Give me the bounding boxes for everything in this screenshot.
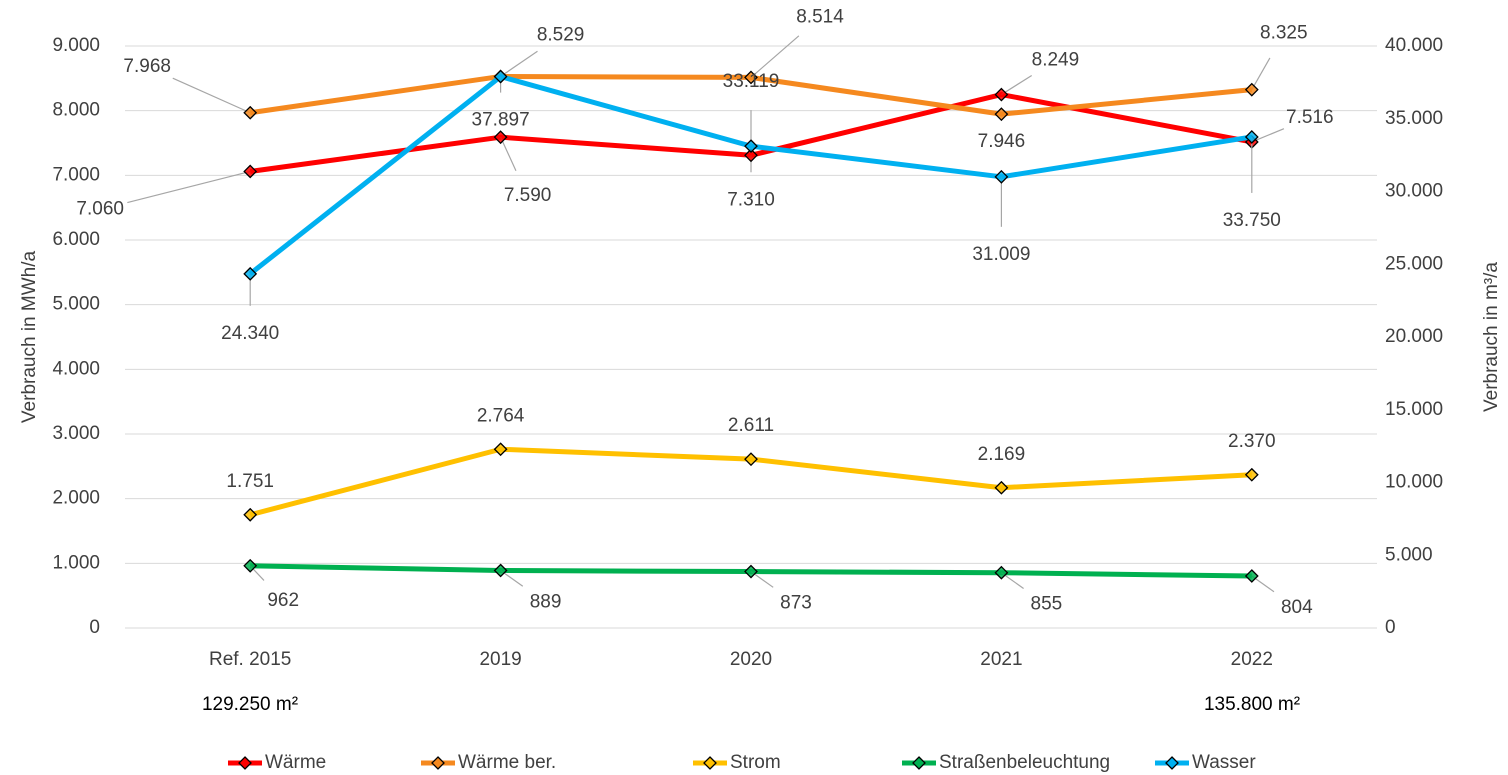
y2-tick-label: 5.000 (1385, 544, 1433, 565)
y-tick-label: 0 (89, 617, 100, 638)
marker (493, 442, 508, 457)
y2-tick-label: 40.000 (1385, 35, 1443, 56)
marker (744, 148, 758, 163)
legend-label: Strom (730, 752, 781, 773)
y-tick-label: 7.000 (52, 164, 100, 185)
legend-marker (703, 756, 717, 770)
data-label: 7.060 (76, 198, 124, 219)
data-label: 31.009 (972, 244, 1030, 265)
marker (493, 130, 508, 145)
y2-tick-label: 20.000 (1385, 326, 1443, 347)
leader-line (172, 77, 251, 114)
leader-line (1251, 128, 1285, 143)
y-tick-label: 6.000 (52, 229, 100, 250)
leader-line (127, 170, 251, 204)
x-tick-label: Ref. 2015 (209, 649, 291, 670)
data-label: 962 (267, 590, 299, 611)
y-tick-label: 4.000 (52, 358, 100, 379)
marker (1244, 82, 1259, 97)
x-tick-label: 2019 (479, 649, 521, 670)
marker (243, 266, 258, 281)
marker (1244, 569, 1259, 583)
leader-line (750, 35, 800, 78)
data-label: 8.514 (796, 6, 844, 27)
marker (744, 564, 758, 579)
y2-tick-label: 0 (1385, 617, 1396, 638)
marker (243, 105, 258, 120)
marker (243, 558, 258, 573)
data-label: 873 (780, 593, 812, 614)
data-label: 7.516 (1286, 107, 1334, 128)
x-tick-label: 2022 (1231, 649, 1273, 670)
marker (994, 169, 1009, 184)
marker (493, 563, 508, 578)
data-label: 7.590 (504, 185, 552, 206)
data-label: 2.169 (978, 444, 1026, 465)
y2-tick-label: 15.000 (1385, 399, 1443, 420)
data-label: 24.340 (221, 323, 279, 344)
legend-marker (238, 756, 252, 770)
marker (1244, 467, 1259, 482)
marker (744, 139, 758, 154)
marker (994, 107, 1009, 122)
legend-label: Straßenbeleuchtung (939, 752, 1110, 773)
data-label: 804 (1281, 597, 1313, 618)
data-label: 855 (1031, 594, 1063, 615)
data-label: 889 (530, 592, 562, 613)
leader-line (1001, 74, 1033, 96)
data-label: 8.249 (1032, 50, 1080, 71)
y2-axis-title: Verbrauch in m³/a (1481, 262, 1502, 412)
leader-line (500, 136, 517, 171)
marker (994, 565, 1009, 580)
data-label: 2.764 (477, 405, 525, 426)
data-label: 8.325 (1260, 23, 1308, 44)
y-tick-label: 9.000 (52, 35, 100, 56)
data-label: 2.370 (1228, 431, 1276, 452)
y-tick-label: 1.000 (52, 552, 100, 573)
marker (243, 507, 258, 522)
annotation: 135.800 m² (1204, 694, 1300, 715)
marker (1244, 130, 1259, 144)
y2-tick-label: 25.000 (1385, 253, 1443, 274)
data-label: 7.968 (123, 56, 171, 77)
y-tick-label: 2.000 (52, 488, 100, 509)
y-tick-label: 5.000 (52, 294, 100, 315)
data-label: 8.529 (537, 24, 585, 45)
y-tick-label: 3.000 (52, 423, 100, 444)
legend-label: Wärme ber. (458, 752, 556, 773)
marker (493, 69, 508, 84)
y-axis-title: Verbrauch in MWh/a (19, 251, 40, 424)
data-label: 7.310 (727, 189, 775, 210)
marker (744, 452, 758, 467)
marker (994, 87, 1009, 102)
legend-marker (912, 756, 926, 770)
marker (994, 480, 1009, 495)
y2-tick-label: 30.000 (1385, 181, 1443, 202)
legend-label: Wärme (265, 752, 326, 773)
data-label: 1.751 (226, 471, 274, 492)
marker (744, 70, 758, 85)
data-label: 37.897 (472, 110, 530, 131)
leader-line (500, 50, 538, 77)
y-tick-label: 8.000 (52, 100, 100, 121)
legend-marker (431, 756, 445, 770)
x-tick-label: 2020 (730, 649, 772, 670)
data-label: 2.611 (728, 415, 774, 436)
marker (243, 164, 258, 179)
legend-label: Wasser (1192, 752, 1256, 773)
leader-line (1251, 57, 1271, 90)
x-tick-label: 2021 (980, 649, 1022, 670)
data-label: 33.750 (1223, 210, 1281, 231)
annotation: 129.250 m² (202, 694, 298, 715)
y2-tick-label: 35.000 (1385, 108, 1443, 129)
data-label: 7.946 (978, 131, 1026, 152)
data-label: 33.119 (723, 71, 780, 92)
y2-tick-label: 10.000 (1385, 472, 1443, 493)
legend-marker (1165, 756, 1179, 770)
